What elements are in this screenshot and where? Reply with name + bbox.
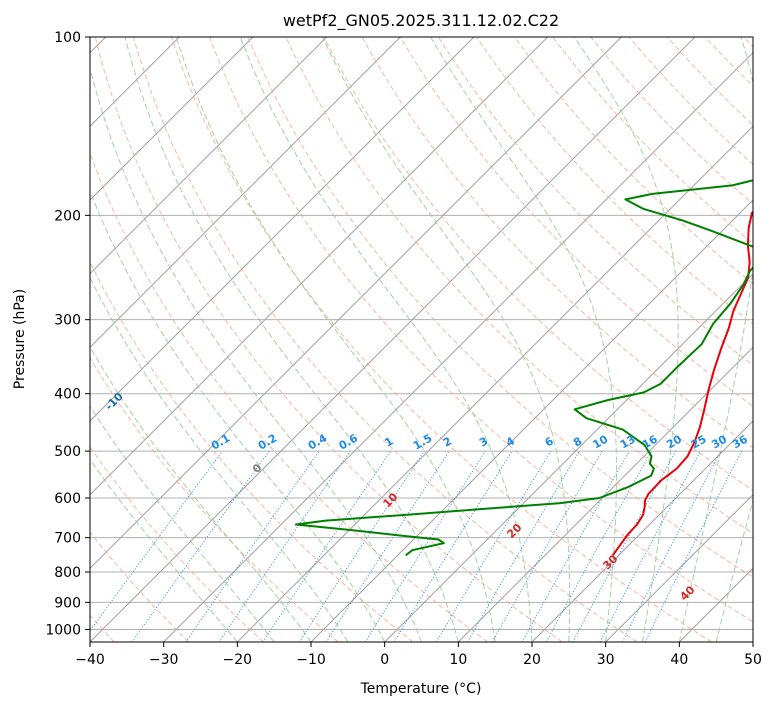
dry-adiabat-line [171, 37, 712, 642]
y-tick-label: 800 [54, 565, 81, 581]
x-tick-label: −10 [296, 652, 326, 668]
x-axis-title: Temperature (°C) [360, 681, 482, 697]
dry-adiabat-line [90, 531, 190, 642]
plot-frame [89, 36, 754, 643]
moist-adiabat-line [678, 37, 753, 642]
dry-adiabat-line [209, 37, 753, 623]
dry-adiabat-line [94, 37, 563, 642]
moist-adiabat-line [90, 65, 422, 642]
moist-adiabat-line [175, 37, 496, 642]
mixing-ratio-line [131, 450, 270, 642]
x-tick-label: −40 [75, 652, 105, 668]
mixing-ratio-line [545, 450, 653, 642]
y-tick-label: 1000 [45, 622, 81, 638]
isotherm-line [90, 37, 549, 496]
mixing-ratio-line [325, 450, 450, 642]
dewpoint-profile-line [294, 179, 753, 557]
isotherm-line [384, 272, 753, 642]
temperature-profile-line [611, 210, 753, 556]
isotherm-line [90, 37, 475, 422]
mixing-ratio-line [393, 450, 513, 642]
moist-adiabat-line [239, 37, 533, 642]
isotherm-line [90, 37, 254, 201]
y-axis-ticks: 100 200 300 400 500 600 700 800 900 1000 [45, 30, 90, 638]
y-tick-label: 400 [54, 387, 81, 403]
mixing-ratio-line [90, 450, 223, 632]
dry-adiabat-line [476, 37, 753, 325]
mixing-ratio-line [521, 450, 630, 642]
isotherm-line [90, 37, 622, 570]
dry-adiabat-line [399, 37, 753, 407]
moist-adiabat-line [322, 37, 571, 642]
mixing-ratio-line [467, 450, 580, 642]
dry-adiabat-line [590, 37, 753, 205]
mixing-ratio-line [435, 450, 552, 642]
x-tick-label: 40 [670, 652, 688, 668]
dry-adiabat-line [285, 37, 753, 535]
x-tick-label: 30 [597, 652, 615, 668]
dry-adiabat-line [552, 37, 753, 245]
isotherm-line [236, 125, 753, 642]
moist-adiabat-line [124, 37, 459, 642]
moist-adiabat-line [430, 37, 617, 642]
dry-adiabat-line [361, 37, 753, 449]
isotherm-line [90, 37, 401, 349]
mixing-ratio-line [218, 450, 351, 642]
isotherm-line [90, 37, 328, 275]
isotherm-line [605, 493, 753, 642]
dry-adiabats [90, 37, 753, 642]
mixing-ratio-line [262, 450, 392, 642]
x-tick-label: 0 [380, 652, 389, 668]
sounding-series [294, 179, 753, 557]
x-tick-label: 10 [449, 652, 467, 668]
moist-adiabat-line [90, 345, 312, 642]
y-tick-label: 200 [54, 208, 81, 224]
isotherm-line [531, 420, 753, 642]
moist-adiabat-line [90, 276, 349, 642]
dry-adiabat-line [90, 260, 414, 642]
y-tick-label: 600 [54, 491, 81, 507]
mixing-ratio-line [491, 450, 603, 642]
y-tick-label: 300 [54, 313, 81, 329]
moist-adiabat-line [90, 458, 238, 642]
x-tick-label: −30 [149, 652, 179, 668]
y-tick-label: 500 [54, 444, 81, 460]
y-tick-label: 900 [54, 595, 81, 611]
moist-adiabat-line [574, 37, 679, 642]
dry-adiabat-line [437, 37, 753, 366]
moist-adiabats [90, 37, 753, 642]
y-axis-title: Pressure (hPa) [12, 289, 28, 389]
dry-adiabat-line [323, 37, 753, 491]
dry-adiabat-line [132, 37, 638, 642]
isotherm-line [457, 346, 753, 642]
x-axis-ticks: −40 −30 −20 −10 0 10 20 30 40 50 [75, 642, 762, 668]
chart-title: wetPf2_GN05.2025.311.12.02.C22 [283, 11, 559, 31]
x-tick-label: −20 [223, 652, 253, 668]
x-tick-label: 50 [744, 652, 762, 668]
x-tick-label: 20 [523, 652, 541, 668]
moist-adiabat-line [90, 405, 275, 642]
isotherm-line [163, 51, 753, 642]
moist-adiabat-line [90, 189, 386, 642]
y-tick-label: 700 [54, 531, 81, 547]
y-tick-label: 100 [54, 30, 81, 46]
